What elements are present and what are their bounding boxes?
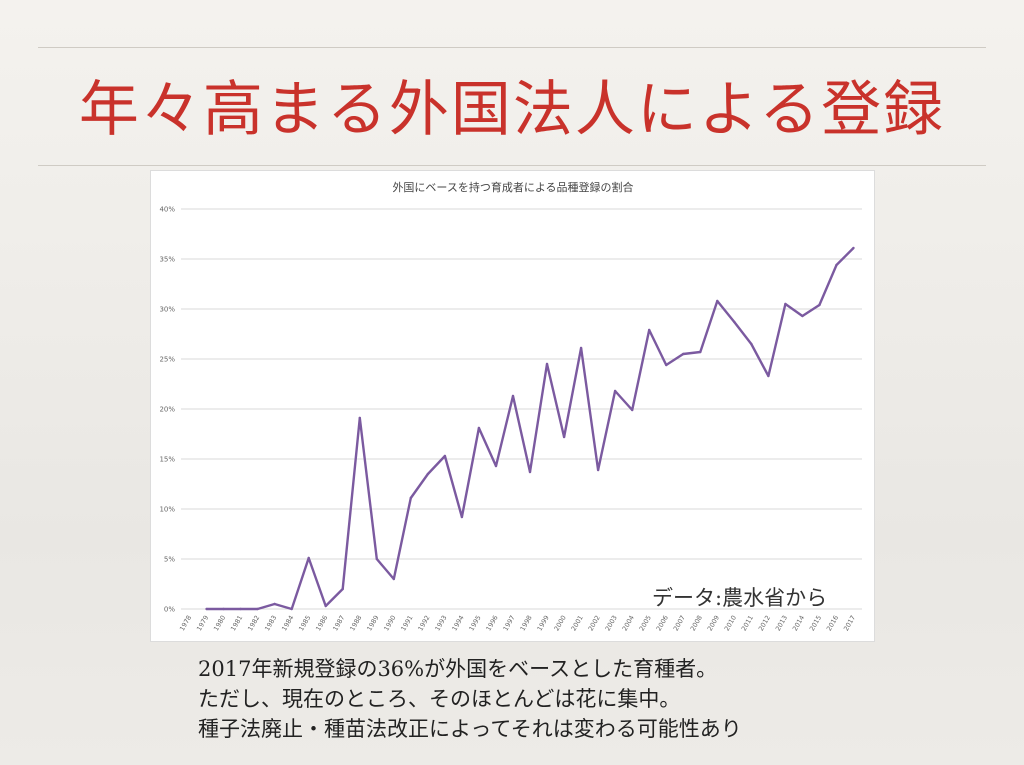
- data-point: [750, 342, 753, 346]
- data-point: [409, 496, 413, 500]
- data-source-note: データ:農水省から: [652, 586, 828, 610]
- data-point: [665, 363, 668, 367]
- x-tick-label: 1992: [416, 614, 431, 632]
- body-line-1: 2017年新規登録の36%が外国をベースとした育種者。: [198, 657, 718, 681]
- y-tick-label: 40%: [159, 206, 175, 214]
- data-point: [443, 454, 447, 458]
- y-tick-label: 10%: [159, 506, 175, 514]
- x-tick-label: 1994: [450, 614, 465, 632]
- x-tick-label: 1982: [246, 614, 261, 632]
- y-tick-label: 30%: [159, 306, 175, 314]
- chart-panel: 外国にベースを持つ育成者による品種登録の割合 0% 5% 10% 15% 20% 25% 3…: [150, 170, 875, 642]
- x-tick-label: 2001: [570, 614, 585, 632]
- data-point: [852, 246, 855, 250]
- body-line-3: 種子法廃止・種苗法改正によってそれは変わる可能性あり: [198, 717, 742, 741]
- x-tick-label: 2011: [740, 614, 755, 632]
- data-point: [767, 374, 770, 378]
- data-point: [511, 394, 515, 398]
- data-point: [630, 408, 634, 412]
- x-tick-label: 2006: [655, 614, 670, 632]
- data-point: [596, 468, 600, 472]
- x-tick-label: 2008: [689, 614, 704, 632]
- data-point: [733, 320, 736, 324]
- data-point: [716, 299, 719, 303]
- x-tick-label: 2004: [621, 614, 636, 632]
- x-tick-label: 1983: [263, 614, 278, 632]
- x-tick-label: 1997: [502, 614, 517, 632]
- x-tick-label: 1989: [365, 614, 380, 632]
- data-point: [392, 577, 396, 581]
- data-point: [528, 470, 532, 474]
- x-tick-label: 1990: [382, 614, 397, 632]
- x-tick-label: 2005: [638, 614, 653, 632]
- data-point: [256, 607, 259, 611]
- data-point: [375, 557, 378, 561]
- x-tick-label: 1991: [399, 614, 414, 632]
- x-tick-label: 2014: [791, 614, 806, 632]
- data-point: [784, 302, 787, 306]
- y-tick-label: 35%: [159, 256, 175, 264]
- y-tick-label: 0%: [164, 606, 175, 614]
- x-tick-label: 2010: [723, 614, 738, 632]
- x-tick-label: 2003: [604, 614, 619, 632]
- y-tick-label: 15%: [159, 456, 175, 464]
- x-tick-label: 1988: [348, 614, 363, 632]
- body-line-2: ただし、現在のところ、そのほとんどは花に集中。: [198, 687, 681, 711]
- x-tick-label: 2007: [672, 614, 687, 632]
- data-point: [562, 435, 566, 439]
- x-tick-label: 1998: [519, 614, 534, 632]
- data-point: [647, 328, 651, 332]
- x-tick-label: 2013: [774, 614, 789, 632]
- data-point: [835, 263, 838, 267]
- data-point: [205, 607, 208, 611]
- data-point: [426, 472, 430, 476]
- data-point: [239, 607, 242, 611]
- title-rule: [38, 165, 986, 166]
- data-point: [222, 607, 225, 611]
- x-tick-label: 1984: [280, 614, 295, 632]
- data-point: [613, 389, 617, 393]
- x-tick-label: 1980: [212, 614, 227, 632]
- x-tick-label: 2016: [825, 614, 840, 632]
- y-tick-label: 5%: [164, 556, 175, 564]
- slide-title: 年々高まる外国法人による登録: [78, 75, 946, 145]
- x-tick-label: 1996: [484, 614, 499, 632]
- x-tick-label: 1999: [536, 614, 551, 632]
- x-tick-label: 2017: [842, 614, 857, 632]
- x-tick-label: 2009: [706, 614, 721, 632]
- series-line-0: [206, 247, 855, 611]
- data-point: [494, 464, 498, 468]
- x-tick-label: 2002: [587, 614, 602, 632]
- data-point: [801, 314, 804, 318]
- x-tick-label: 1979: [195, 614, 210, 632]
- data-point: [477, 426, 481, 430]
- data-point: [324, 604, 327, 608]
- data-point: [307, 556, 310, 560]
- x-tick-label: 1993: [433, 614, 448, 632]
- line-chart: 外国にベースを持つ育成者による品種登録の割合 0% 5% 10% 15% 20% 25% 3…: [159, 180, 862, 632]
- x-tick-label: 1987: [331, 614, 346, 632]
- chart-title: 外国にベースを持つ育成者による品種登録の割合: [392, 180, 633, 194]
- data-point: [290, 607, 293, 611]
- data-point: [273, 602, 276, 606]
- x-tick-label: 1978: [178, 614, 193, 632]
- data-point: [818, 303, 821, 307]
- data-point: [682, 352, 685, 356]
- x-tick-label: 2000: [553, 614, 568, 632]
- x-tick-label: 1981: [229, 614, 244, 632]
- y-tick-label: 25%: [159, 356, 175, 364]
- data-point: [699, 350, 702, 354]
- data-point: [358, 416, 361, 420]
- x-tick-label: 1986: [314, 614, 329, 632]
- data-point: [579, 346, 583, 350]
- x-tick-label: 2015: [808, 614, 823, 632]
- x-tick-label: 1995: [467, 614, 482, 632]
- data-point: [460, 515, 464, 519]
- data-point: [545, 362, 549, 366]
- y-tick-label: 20%: [159, 406, 175, 414]
- x-tick-label: 1985: [297, 614, 312, 632]
- top-rule: [38, 47, 986, 48]
- data-point: [341, 587, 344, 591]
- x-tick-label: 2012: [757, 614, 772, 632]
